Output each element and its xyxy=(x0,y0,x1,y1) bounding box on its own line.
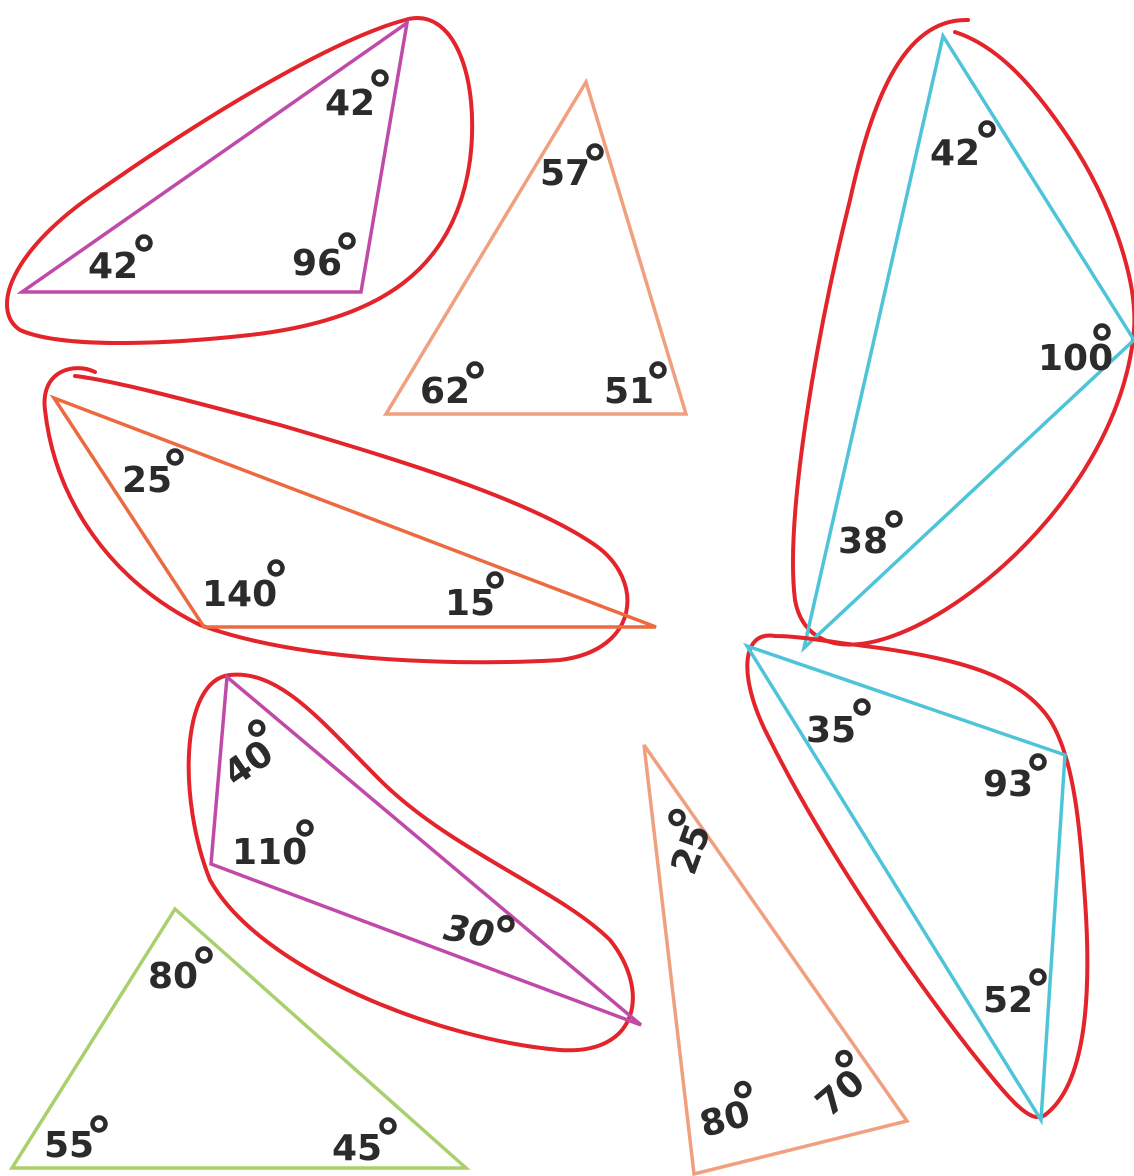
angle-label-3c: 15 xyxy=(445,571,504,624)
svg-text:45: 45 xyxy=(332,1128,382,1169)
angle-label-2a: 57 xyxy=(540,143,604,194)
angle-label-4b: 100 xyxy=(1038,323,1113,379)
svg-text:140: 140 xyxy=(202,574,277,615)
triangle-7 xyxy=(742,642,1067,1126)
svg-text:57: 57 xyxy=(540,153,590,194)
svg-text:110: 110 xyxy=(232,832,307,873)
svg-text:51: 51 xyxy=(604,371,654,412)
svg-text:25: 25 xyxy=(664,819,720,880)
triangle-group-4: 42 100 38 xyxy=(791,17,1134,654)
triangle-2 xyxy=(382,77,689,416)
angle-label-1a: 42 xyxy=(325,69,389,124)
svg-text:100: 100 xyxy=(1038,338,1113,379)
angle-label-6a: 25 xyxy=(664,808,720,880)
triangle-4 xyxy=(801,31,1134,654)
angle-label-6b: 80 xyxy=(696,1080,755,1146)
svg-text:80: 80 xyxy=(696,1093,755,1146)
angle-label-5b: 110 xyxy=(232,819,314,873)
svg-text:25: 25 xyxy=(122,460,172,501)
svg-text:38: 38 xyxy=(838,521,888,562)
svg-text:42: 42 xyxy=(88,246,138,287)
svg-text:42: 42 xyxy=(325,83,375,124)
triangle-group-5: 40 110 30 xyxy=(186,672,643,1053)
triangle-group-6: 25 80 70 xyxy=(642,743,910,1176)
triangle-group-1: 42 42 96 xyxy=(5,16,475,345)
svg-text:80: 80 xyxy=(148,956,198,997)
angle-label-3a: 25 xyxy=(122,448,184,501)
angle-label-4a: 42 xyxy=(930,120,996,174)
svg-text:15: 15 xyxy=(445,583,495,624)
selection-loop-4 xyxy=(791,17,1134,647)
triangle-group-2: 57 62 51 xyxy=(382,77,689,416)
angle-label-8c: 45 xyxy=(332,1117,397,1169)
svg-text:42: 42 xyxy=(930,133,980,174)
triangle-1 xyxy=(16,19,410,294)
selection-loop-3 xyxy=(42,366,630,665)
angle-label-7b: 93 xyxy=(983,753,1047,805)
angle-label-5c: 30 xyxy=(441,907,515,957)
angle-label-2b: 62 xyxy=(420,361,484,412)
selection-loop-1 xyxy=(5,16,475,345)
svg-text:40: 40 xyxy=(217,732,282,794)
angle-label-8b: 55 xyxy=(44,1115,108,1166)
svg-text:30: 30 xyxy=(441,907,497,956)
triangle-group-3: 25 140 15 xyxy=(42,366,657,665)
triangle-5 xyxy=(209,673,643,1027)
angle-label-2c: 51 xyxy=(604,361,667,412)
svg-text:52: 52 xyxy=(983,980,1033,1021)
triangle-8 xyxy=(8,906,471,1170)
angle-label-4c: 38 xyxy=(838,510,903,562)
selection-loop-5 xyxy=(186,672,635,1053)
angle-label-1c: 96 xyxy=(292,232,356,284)
svg-text:96: 96 xyxy=(292,243,342,284)
svg-text:55: 55 xyxy=(44,1125,94,1166)
angle-label-8a: 80 xyxy=(148,946,213,997)
angle-label-7c: 52 xyxy=(983,968,1047,1021)
triangle-group-7: 35 93 52 xyxy=(742,633,1090,1126)
svg-text:35: 35 xyxy=(806,710,856,751)
svg-text:62: 62 xyxy=(420,371,470,412)
triangle-3 xyxy=(49,394,657,629)
svg-text:70: 70 xyxy=(808,1062,873,1126)
angle-label-1b: 42 xyxy=(88,234,153,287)
triangle-6 xyxy=(642,743,910,1176)
angle-label-7a: 35 xyxy=(806,698,871,751)
triangle-group-8: 80 55 45 xyxy=(8,906,471,1170)
angle-label-3b: 140 xyxy=(202,559,285,615)
svg-text:93: 93 xyxy=(983,764,1033,805)
selection-loop-7 xyxy=(745,633,1090,1120)
